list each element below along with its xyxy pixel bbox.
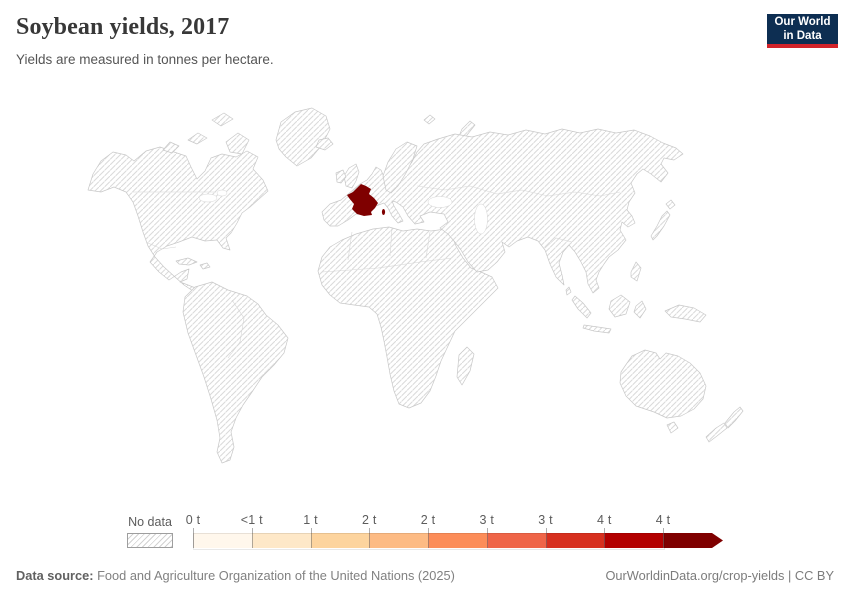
landmass-scandinavia[interactable] bbox=[382, 141, 418, 194]
lake-great-lakes bbox=[198, 193, 218, 203]
legend-tick-label: 1 t bbox=[303, 513, 318, 527]
landmass-eurasia[interactable] bbox=[321, 128, 684, 294]
legend-color-ramp: 0 t <1 t 1 t 2 t 2 t 3 t 3 t 4 t 4 t bbox=[186, 513, 723, 550]
islands-arctic bbox=[162, 112, 476, 155]
legend-tick-label: 4 t bbox=[597, 513, 612, 527]
landmass-greenland[interactable] bbox=[275, 107, 331, 167]
island-sri-lanka bbox=[565, 286, 572, 296]
page-subtitle: Yields are measured in tonnes per hectar… bbox=[16, 52, 274, 67]
attribution-link[interactable]: OurWorldinData.org/crop-yields | CC BY bbox=[605, 568, 834, 583]
legend-bin-5[interactable] bbox=[486, 533, 546, 548]
legend-tick-label: 2 t bbox=[420, 513, 436, 527]
data-source-text: Food and Agriculture Organization of the… bbox=[97, 568, 455, 583]
country-france-corsica[interactable] bbox=[381, 209, 386, 215]
owid-logo-line1: Our World bbox=[774, 15, 831, 28]
internal-borders bbox=[133, 185, 621, 359]
world-map[interactable] bbox=[0, 80, 850, 508]
legend-bin-2[interactable] bbox=[310, 533, 370, 548]
data-source: Data source: Food and Agriculture Organi… bbox=[16, 568, 455, 583]
legend-tick-label: 3 t bbox=[479, 513, 494, 527]
legend-bin-6[interactable] bbox=[545, 533, 605, 548]
footer: Data source: Food and Agriculture Organi… bbox=[16, 568, 834, 583]
legend-tick bbox=[428, 528, 429, 548]
legend-bin-0[interactable] bbox=[193, 533, 252, 548]
island-japan[interactable] bbox=[650, 199, 676, 241]
legend-bin-8[interactable] bbox=[663, 533, 723, 548]
legend-tick-label: 0 t bbox=[185, 513, 201, 527]
legend-bin-3[interactable] bbox=[369, 533, 428, 548]
legend-tick bbox=[310, 528, 312, 548]
legend-tick-label: 3 t bbox=[538, 513, 553, 527]
legend-tick bbox=[251, 528, 253, 548]
landmass-south-america[interactable] bbox=[182, 281, 289, 464]
data-source-label: Data source: bbox=[16, 568, 94, 583]
island-tasmania bbox=[666, 421, 679, 434]
islands-caribbean bbox=[175, 257, 211, 270]
legend-tick-label: 2 t bbox=[362, 513, 377, 527]
legend-bin-4[interactable] bbox=[428, 533, 487, 548]
island-uk[interactable] bbox=[343, 163, 360, 189]
legend-bin-1[interactable] bbox=[251, 533, 311, 548]
legend-tick-label: 4 t bbox=[655, 513, 671, 527]
island-ireland[interactable] bbox=[335, 169, 347, 184]
legend-bin-7[interactable] bbox=[604, 533, 663, 548]
landmass-africa[interactable] bbox=[317, 226, 499, 409]
legend-tick bbox=[663, 528, 664, 548]
owid-logo[interactable]: Our World in Data bbox=[767, 14, 838, 48]
legend-tick bbox=[193, 528, 194, 548]
legend-tick bbox=[604, 528, 606, 548]
legend-tick-label: <1 t bbox=[240, 513, 263, 527]
no-data-label: No data bbox=[128, 515, 172, 529]
sea-black-sea bbox=[427, 196, 453, 208]
islands-southeast-asia[interactable] bbox=[571, 261, 707, 334]
legend-tick bbox=[369, 528, 371, 548]
island-iceland[interactable] bbox=[315, 137, 334, 151]
country-france[interactable] bbox=[347, 184, 378, 216]
owid-logo-line2: in Data bbox=[783, 30, 822, 42]
landmass-north-america[interactable] bbox=[87, 146, 269, 304]
legend-tick bbox=[545, 528, 547, 548]
legend-tick bbox=[486, 528, 488, 548]
page-title: Soybean yields, 2017 bbox=[16, 14, 230, 40]
island-madagascar[interactable] bbox=[456, 346, 475, 386]
landmass-australia[interactable] bbox=[619, 349, 707, 419]
lake-great-lakes-east bbox=[216, 189, 228, 197]
island-new-zealand[interactable] bbox=[705, 406, 744, 443]
no-data-swatch[interactable] bbox=[127, 533, 173, 548]
sea-caspian-sea bbox=[474, 203, 488, 235]
